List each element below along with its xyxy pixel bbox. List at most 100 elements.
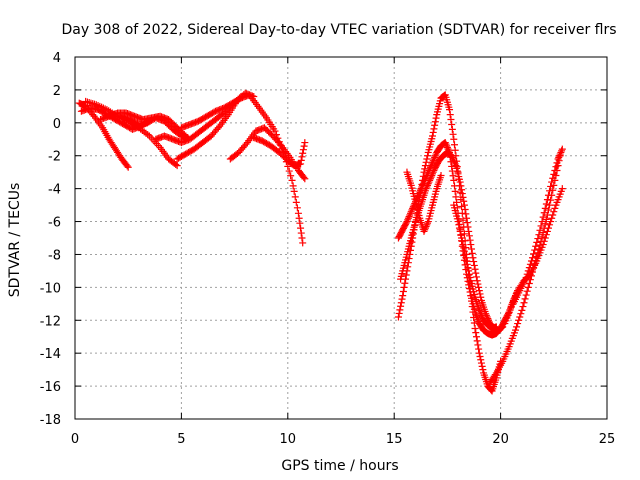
- data-point: [522, 291, 530, 299]
- series-arc-13: [397, 148, 507, 334]
- data-point: [446, 106, 454, 114]
- data-point: [214, 124, 222, 132]
- data-point: [291, 193, 299, 201]
- data-point: [431, 152, 439, 160]
- data-point: [468, 245, 476, 253]
- data-point: [549, 174, 557, 182]
- data-point: [459, 216, 467, 224]
- data-point: [442, 140, 450, 148]
- data-point: [447, 116, 455, 124]
- data-point: [515, 316, 523, 324]
- data-point: [479, 366, 487, 374]
- data-point: [465, 267, 473, 275]
- data-point: [464, 264, 472, 272]
- x-tick-label: 25: [599, 432, 616, 447]
- data-point: [456, 227, 464, 235]
- x-axis-label: GPS time / hours: [281, 458, 398, 474]
- data-point: [404, 214, 412, 222]
- data-point: [458, 190, 466, 198]
- data-point: [398, 295, 406, 303]
- data-point: [450, 158, 458, 166]
- data-point: [491, 371, 499, 379]
- data-point: [550, 170, 558, 178]
- data-point: [475, 349, 483, 357]
- data-point: [297, 160, 305, 168]
- data-point: [558, 145, 566, 153]
- data-point: [458, 237, 466, 245]
- y-tick-label: -8: [48, 248, 61, 263]
- data-point: [451, 160, 459, 168]
- data-point: [451, 146, 459, 154]
- data-point: [450, 135, 458, 143]
- series-arc-5: [118, 112, 192, 142]
- data-point: [454, 218, 462, 226]
- data-point: [89, 111, 97, 119]
- data-point: [460, 197, 468, 205]
- data-point: [450, 157, 458, 165]
- data-point: [425, 178, 433, 186]
- data-point: [524, 283, 532, 291]
- data-point: [487, 386, 495, 394]
- data-point: [530, 250, 538, 258]
- data-point: [475, 287, 483, 295]
- data-point: [448, 120, 456, 128]
- data-point: [472, 333, 480, 341]
- data-point: [407, 209, 415, 217]
- data-point: [421, 226, 429, 234]
- data-point: [293, 204, 301, 212]
- data-point: [271, 127, 279, 135]
- series-arc-18: [509, 145, 566, 308]
- data-point: [399, 292, 407, 300]
- series-arc-15: [450, 201, 500, 332]
- data-point: [551, 204, 559, 212]
- data-point: [516, 313, 524, 321]
- data-point: [526, 260, 534, 268]
- data-point: [478, 362, 486, 370]
- data-point: [461, 250, 469, 258]
- data-point: [557, 148, 565, 156]
- data-point: [535, 231, 543, 239]
- data-point: [473, 337, 481, 345]
- data-point: [402, 219, 410, 227]
- data-point: [463, 257, 471, 265]
- data-point: [173, 162, 181, 170]
- data-point: [429, 170, 437, 178]
- data-point: [285, 167, 293, 175]
- data-point: [287, 172, 295, 180]
- y-tick-label: -10: [40, 281, 61, 296]
- data-point: [471, 265, 479, 273]
- data-point: [472, 273, 480, 281]
- data-point: [534, 235, 542, 243]
- x-tick-label: 0: [71, 432, 79, 447]
- data-point: [299, 146, 307, 154]
- data-point: [548, 178, 556, 186]
- data-point: [523, 270, 531, 278]
- data-point: [542, 231, 550, 239]
- data-point: [451, 187, 459, 195]
- data-point: [462, 254, 470, 262]
- data-point: [448, 125, 456, 133]
- data-point: [525, 264, 533, 272]
- data-point: [450, 182, 458, 190]
- data-point: [422, 222, 430, 230]
- data-point: [546, 221, 554, 229]
- data-point: [537, 222, 545, 230]
- data-point: [401, 279, 409, 287]
- data-point: [123, 162, 131, 170]
- data-point: [300, 142, 308, 150]
- data-point: [463, 260, 471, 268]
- y-axis-label: SDTVAR / TECUs: [7, 183, 23, 298]
- data-point: [424, 180, 432, 188]
- data-point: [466, 236, 474, 244]
- data-point: [543, 227, 551, 235]
- data-point: [446, 111, 454, 119]
- y-tick-label: -16: [40, 380, 61, 395]
- data-point: [430, 155, 438, 163]
- data-point: [449, 155, 457, 163]
- data-point: [431, 153, 439, 161]
- plot-frame: [74, 56, 608, 420]
- data-point: [443, 142, 451, 150]
- data-point: [292, 198, 300, 206]
- data-point: [477, 356, 485, 364]
- data-point: [432, 114, 440, 122]
